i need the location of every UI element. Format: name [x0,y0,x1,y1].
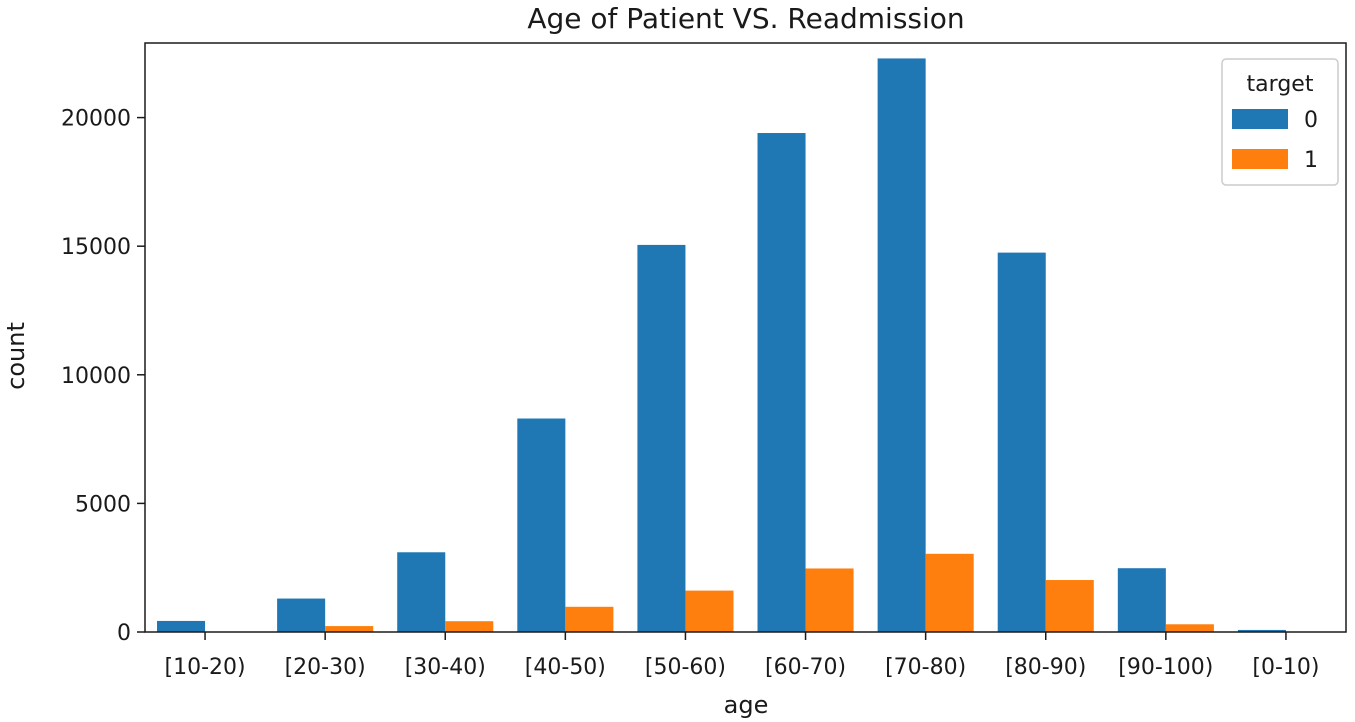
bar-series-0-7 [997,252,1046,632]
x-tick-label-6: [70-80) [885,655,966,680]
x-tick-label-5: [60-70) [765,655,846,680]
bar-series-0-9 [1237,629,1286,632]
y-tick-label-4: 20000 [61,107,131,132]
bar-series-0-5 [757,133,806,632]
x-tick-label-1: [20-30) [285,655,366,680]
bar-series-1-3 [565,606,614,632]
bar-series-1-7 [1045,580,1094,632]
x-tick-label-9: [0-10) [1252,655,1319,680]
legend-swatch-1 [1232,149,1288,169]
y-tick-label-1: 5000 [75,492,131,517]
y-tick-label-0: 0 [117,621,131,646]
x-tick-label-2: [30-40) [405,655,486,680]
bar-series-0-1 [277,598,326,632]
legend-swatch-0 [1232,109,1288,129]
bar-series-0-4 [637,244,686,632]
bar-series-0-8 [1117,568,1166,632]
bar-series-0-6 [877,58,926,633]
x-tick-label-0: [10-20) [165,655,246,680]
x-tick-label-4: [50-60) [645,655,726,680]
bar-series-1-2 [445,621,494,632]
bar-series-1-1 [325,626,374,632]
legend-title: target [1247,72,1314,97]
legend-label-1: 1 [1304,148,1318,173]
bar-series-1-4 [685,590,734,632]
plot-area: 0 5000 10000 15000 20000 [10-20) [20-30) [30-40… [61,42,1347,680]
bar-series-0-2 [397,552,446,632]
x-tick-label-3: [40-50) [525,655,606,680]
legend-label-0: 0 [1304,108,1318,133]
y-tick-label-3: 15000 [61,235,131,260]
legend: target 0 1 [1221,58,1339,186]
y-axis-label: count [2,322,30,390]
plot-frame [144,42,1347,633]
y-tick-label-2: 10000 [61,364,131,389]
bar-series-1-8 [1165,624,1214,632]
bar-series-0-0 [157,620,206,632]
bar-series-1-6 [925,553,974,632]
bar-series-1-5 [805,568,854,632]
x-tick-label-7: [80-90) [1005,655,1086,680]
x-axis-label: age [724,691,769,719]
x-tick-label-8: [90-100) [1118,655,1213,680]
chart-title: Age of Patient VS. Readmission [527,2,964,35]
bar-series-0-3 [517,418,566,632]
